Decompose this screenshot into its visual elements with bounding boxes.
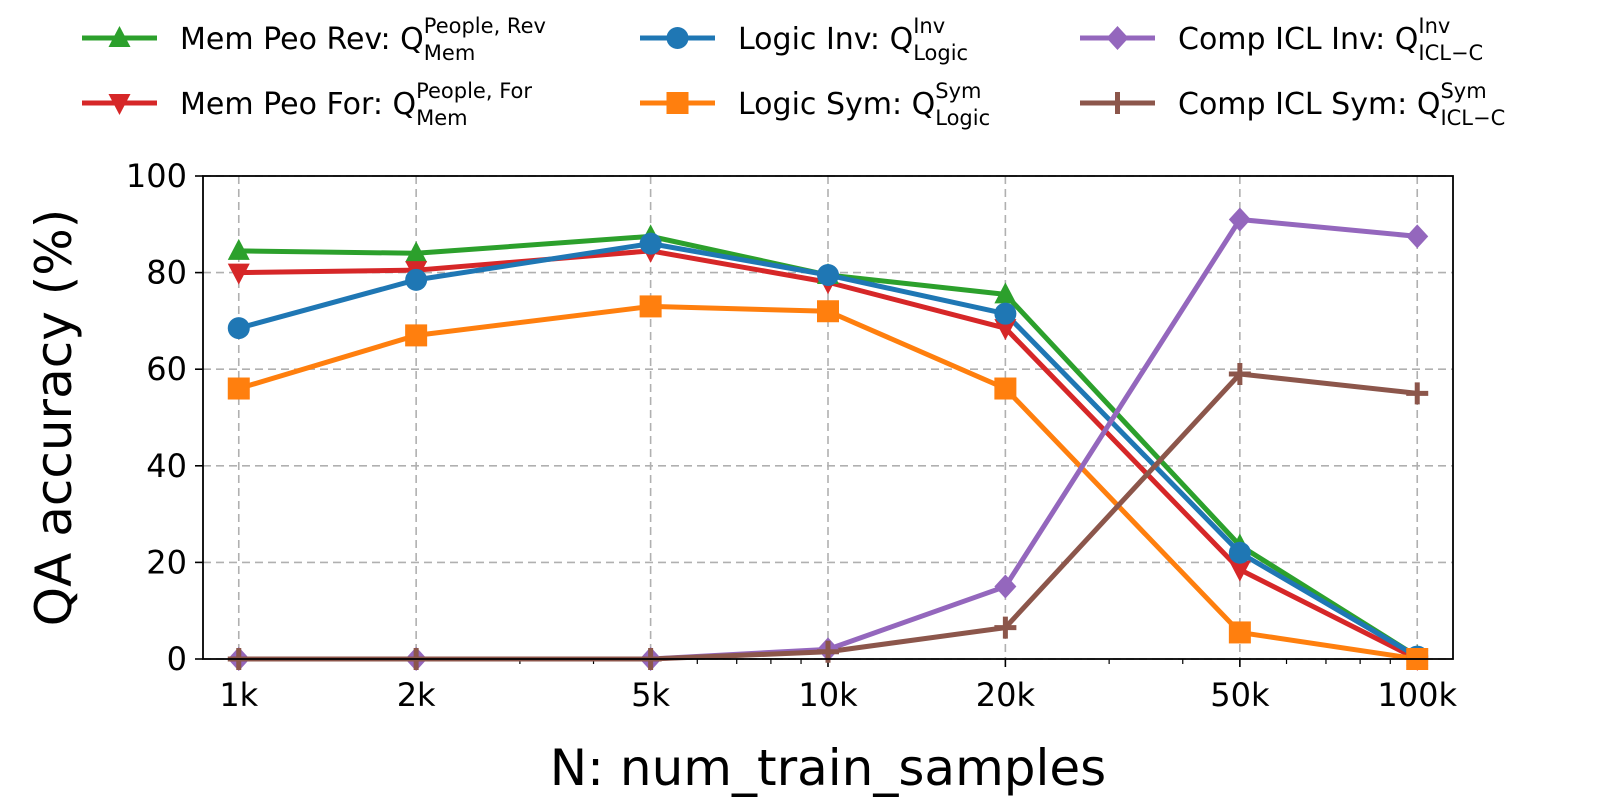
data-point-comp-icl-sym bbox=[1228, 363, 1251, 386]
y-tick-label: 20 bbox=[146, 543, 187, 581]
data-point-comp-icl-sym bbox=[1406, 382, 1429, 405]
legend-item-mem-peo-rev: Mem Peo Rev: QPeople, Rev Mem bbox=[82, 14, 546, 65]
legend-marker bbox=[666, 27, 689, 49]
y-tick-label: 80 bbox=[146, 254, 187, 292]
x-tick-label: 50k bbox=[1210, 676, 1270, 714]
y-tick-label: 0 bbox=[167, 640, 187, 678]
legend-marker bbox=[1106, 26, 1129, 50]
y-tick-label: 60 bbox=[146, 350, 187, 388]
legend-label: Comp ICL Sym: QSym ICL−C bbox=[1178, 79, 1505, 130]
legend-label: Mem Peo Rev: QPeople, Rev Mem bbox=[180, 14, 546, 65]
legend-marker bbox=[108, 94, 131, 115]
legend-marker bbox=[108, 26, 131, 47]
data-point-logic-sym bbox=[817, 300, 839, 323]
data-point-comp-icl-inv bbox=[1228, 207, 1251, 232]
data-point-logic-inv bbox=[227, 317, 250, 340]
data-point-logic-inv bbox=[817, 264, 839, 287]
data-point-comp-icl-sym bbox=[994, 616, 1017, 639]
data-point-comp-icl-inv bbox=[994, 574, 1017, 599]
data-point-mem-peo-for bbox=[994, 319, 1017, 341]
data-point-logic-inv bbox=[405, 268, 428, 291]
y-tick-label: 100 bbox=[126, 157, 187, 195]
plot-area-frame bbox=[202, 175, 1454, 660]
y-axis-label: QA accuracy (%) bbox=[25, 209, 83, 626]
legend-label: Comp ICL Inv: QInv ICL−C bbox=[1178, 14, 1483, 65]
data-point-logic-inv bbox=[994, 302, 1017, 325]
y-tick-label: 40 bbox=[146, 447, 187, 485]
x-axis-ticks: 1k 2k 5k 10k 20k 50k 100k bbox=[219, 659, 1458, 714]
series-markers bbox=[227, 207, 1429, 671]
x-tick-label: 1k bbox=[219, 676, 258, 714]
data-point-mem-peo-rev bbox=[994, 282, 1017, 304]
x-tick-label: 20k bbox=[976, 676, 1036, 714]
legend-item-logic-inv: Logic Inv: QInv Logic bbox=[640, 14, 968, 65]
grid bbox=[203, 175, 1453, 660]
legend-label: Logic Inv: QInv Logic bbox=[738, 14, 968, 65]
data-point-logic-sym bbox=[639, 295, 662, 318]
data-point-mem-peo-for bbox=[227, 263, 250, 285]
legend-item-logic-sym: Logic Sym: QSym Logic bbox=[640, 79, 990, 130]
data-point-logic-inv bbox=[639, 232, 662, 255]
legend-marker bbox=[1106, 92, 1129, 114]
data-point-logic-sym bbox=[1228, 621, 1251, 644]
legend: Mem Peo Rev: QPeople, Rev Mem Mem Peo For:… bbox=[82, 14, 1505, 130]
y-axis-ticks: 0 20 40 60 80 100 bbox=[126, 157, 203, 678]
x-tick-label: 2k bbox=[397, 676, 436, 714]
legend-item-mem-peo-for: Mem Peo For: QPeople, For Mem bbox=[82, 79, 532, 130]
data-point-mem-peo-rev bbox=[227, 238, 250, 260]
legend-label: Mem Peo For: QPeople, For Mem bbox=[180, 79, 532, 130]
data-point-comp-icl-sym bbox=[817, 640, 839, 663]
x-tick-label: 5k bbox=[631, 676, 670, 714]
data-point-logic-sym bbox=[227, 377, 250, 400]
data-point-logic-sym bbox=[405, 324, 428, 347]
legend-marker bbox=[666, 92, 689, 114]
x-tick-label: 10k bbox=[798, 676, 858, 714]
data-point-mem-peo-for bbox=[1228, 560, 1251, 582]
data-point-mem-peo-rev bbox=[405, 241, 428, 263]
legend-label: Logic Sym: QSym Logic bbox=[738, 79, 990, 130]
legend-item-comp-icl-sym: Comp ICL Sym: QSym ICL−C bbox=[1080, 79, 1505, 130]
data-point-comp-icl-inv bbox=[1406, 224, 1429, 249]
x-tick-label: 100k bbox=[1377, 676, 1457, 714]
data-point-logic-inv bbox=[1228, 541, 1251, 564]
x-axis-label: N: num_train_samples bbox=[550, 739, 1106, 797]
data-point-logic-sym bbox=[994, 377, 1017, 400]
legend-item-comp-icl-inv: Comp ICL Inv: QInv ICL−C bbox=[1080, 14, 1483, 65]
